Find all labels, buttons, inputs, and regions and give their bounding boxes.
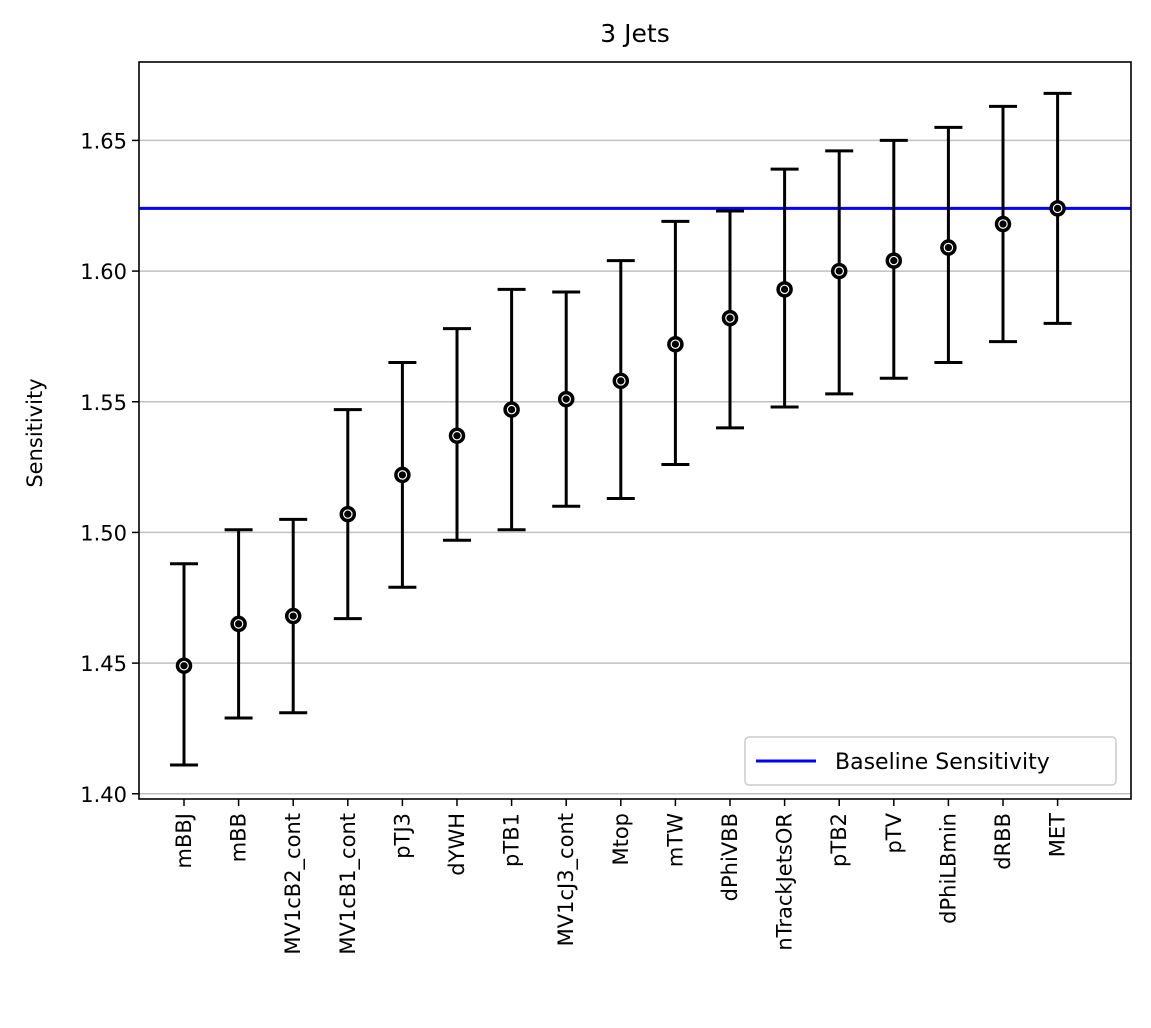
x-tick-label: Mtop <box>609 813 633 866</box>
data-point-dPhiLBmin <box>934 125 963 365</box>
marker-ring <box>561 394 571 404</box>
data-point-Mtop <box>606 259 635 500</box>
legend-baseline-label: Baseline Sensitivity <box>835 750 1050 775</box>
marker-ring <box>1052 203 1063 214</box>
marker <box>230 615 247 633</box>
data-point-pTV <box>879 138 908 380</box>
legend-box <box>744 736 1117 786</box>
x-tick-label: dPhiVBB <box>718 813 742 901</box>
marker-ring <box>397 470 408 480</box>
data-point-pTB1 <box>497 287 526 532</box>
marker-ring <box>670 339 681 350</box>
y-tick-label: 1.55 <box>80 391 127 415</box>
marker <box>557 390 575 408</box>
x-tick-label: mBBJ <box>172 813 196 868</box>
y-axis-label: Sensitivity <box>23 378 47 487</box>
data-points <box>170 91 1072 767</box>
marker-ring <box>998 219 1008 229</box>
x-tick-label: pTV <box>882 812 906 853</box>
marker <box>1049 200 1066 217</box>
x-tick-label: mTW <box>663 813 687 867</box>
y-tick-label: 1.45 <box>80 652 127 676</box>
data-point-dRBB <box>989 104 1017 344</box>
legend: Baseline Sensitivity <box>744 736 1117 786</box>
x-tick-label: pTJ3 <box>390 813 414 859</box>
data-point-pTB2 <box>825 149 854 396</box>
data-point-mTW <box>661 219 690 466</box>
marker <box>940 239 957 256</box>
marker-ring <box>725 313 735 323</box>
data-point-dPhiVBB <box>716 209 744 430</box>
marker-ring <box>233 619 244 629</box>
marker <box>885 252 903 269</box>
data-point-dYWH <box>443 327 471 542</box>
marker-ring <box>452 430 462 441</box>
x-tick-label: nTrackJetsOR <box>773 813 797 951</box>
x-axis-ticks: mBBJ mBB MV1cB2_cont MV1cB1_cont pTJ3 dYWH pTB… <box>172 799 1070 955</box>
x-tick-label: MV1cB2_cont <box>281 813 306 955</box>
plot-frame <box>138 61 1132 800</box>
data-point-MET <box>1043 91 1072 325</box>
marker <box>776 281 793 298</box>
data-point-pTJ3 <box>388 361 417 589</box>
marker <box>284 607 302 625</box>
y-tick-label: 1.60 <box>80 260 127 284</box>
marker-ring <box>179 660 189 671</box>
x-tick-label: mBB <box>227 813 251 862</box>
data-point-mBB <box>224 528 253 720</box>
x-tick-label: pTB2 <box>827 813 851 867</box>
marker <box>339 505 357 523</box>
data-point-MV1cB2_cont <box>279 517 308 715</box>
grid-lines <box>139 139 1131 795</box>
x-tick-label: MV1cB1_cont <box>336 813 361 955</box>
marker <box>394 466 411 484</box>
marker-ring <box>779 284 790 295</box>
marker-ring <box>288 611 298 621</box>
marker <box>612 372 630 390</box>
marker <box>667 336 684 353</box>
marker <box>994 215 1012 233</box>
marker-ring <box>506 404 517 415</box>
data-point-mBBJ <box>170 562 198 767</box>
data-point-MV1cJ3_cont <box>552 290 581 508</box>
y-tick-label: 1.65 <box>80 129 127 153</box>
x-tick-label: pTB1 <box>500 813 524 867</box>
x-tick-label: MV1cJ3_cont <box>554 813 579 946</box>
data-point-nTrackJetsOR <box>770 167 799 409</box>
chart-title: 3 Jets <box>600 19 669 48</box>
x-tick-label: MET <box>1046 813 1070 857</box>
marker-ring <box>888 255 899 266</box>
marker <box>721 309 739 327</box>
marker-ring <box>342 509 353 519</box>
marker <box>503 401 520 418</box>
data-point-MV1cB1_cont <box>333 408 362 621</box>
y-tick-label: 1.50 <box>80 521 127 545</box>
marker <box>830 262 848 280</box>
marker-ring <box>943 242 954 253</box>
marker <box>448 427 466 444</box>
x-tick-label: dPhiLBmin <box>936 813 960 924</box>
x-tick-label: dYWH <box>445 813 469 876</box>
marker <box>175 657 193 674</box>
y-tick-label: 1.40 <box>80 783 127 807</box>
marker-ring <box>834 266 844 276</box>
y-axis-ticks: 1.40 1.45 1.50 1.55 1.60 1.65 <box>80 129 139 807</box>
x-tick-label: dRBB <box>991 813 1015 870</box>
marker-ring <box>615 376 626 386</box>
